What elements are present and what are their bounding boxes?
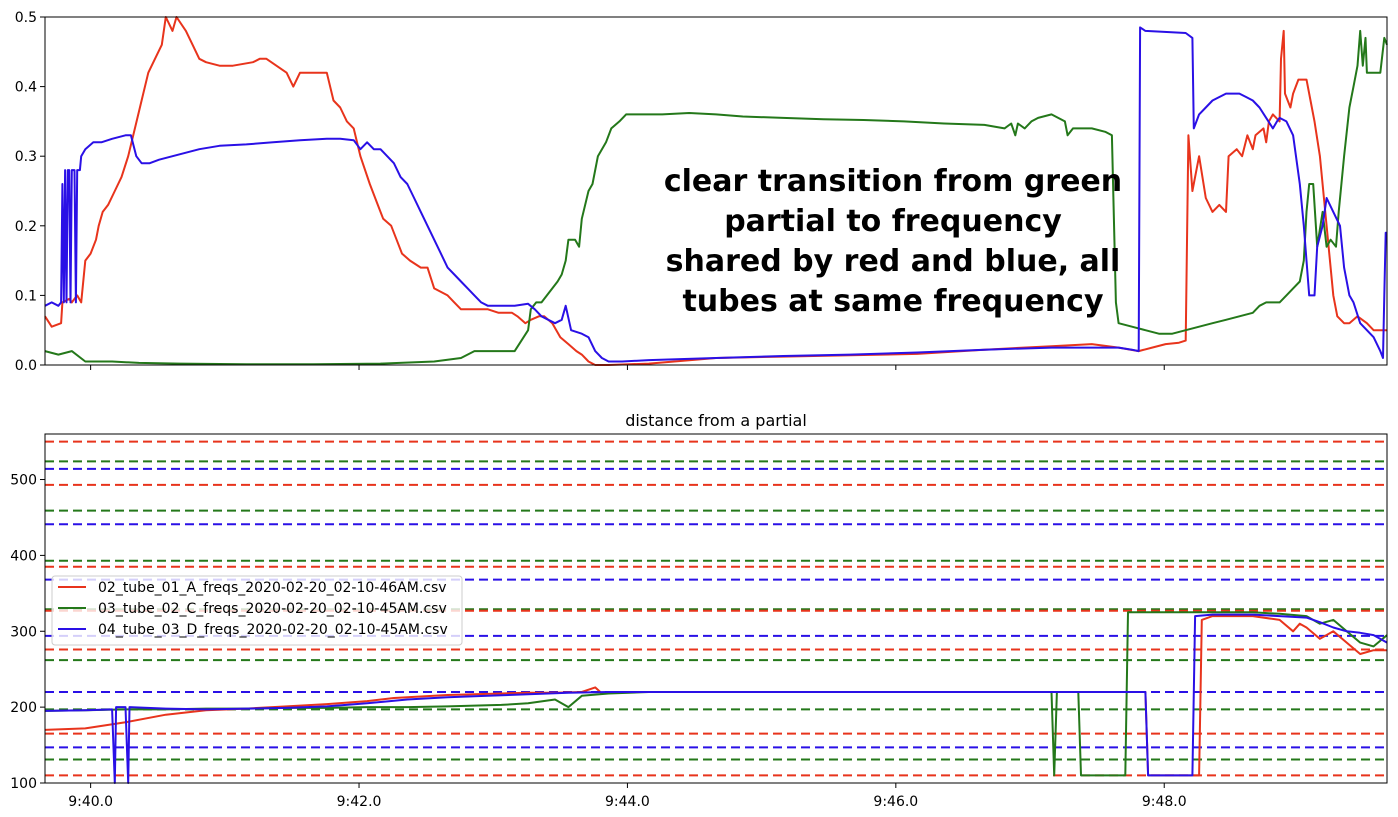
legend-label: 02_tube_01_A_freqs_2020-02-20_02-10-46AM… — [98, 580, 447, 596]
bottom-x-tick-label: 9:48.0 — [1142, 794, 1187, 810]
bottom-y-tick-label: 500 — [10, 473, 37, 489]
top-y-tick-label: 0.1 — [15, 288, 37, 304]
top-y-tick-label: 0.3 — [15, 149, 37, 165]
bottom-y-tick-label: 300 — [10, 624, 37, 640]
bottom-x-tick-label: 9:42.0 — [337, 794, 382, 810]
bottom-y-tick-label: 400 — [10, 548, 37, 564]
bottom-plot-title: distance from a partial — [625, 411, 807, 430]
bottom-x-tick-label: 9:40.0 — [68, 794, 113, 810]
top-plot-frame — [44, 16, 1388, 366]
top-series-blue — [44, 26, 1387, 363]
top-plot-background — [45, 17, 1387, 365]
bottom-x-tick-label: 9:44.0 — [605, 794, 650, 810]
annotation-text: clear transition from green partial to fr… — [664, 164, 1122, 319]
top-y-tick-label: 0.5 — [15, 10, 37, 26]
legend: 02_tube_01_A_freqs_2020-02-20_02-10-46AM… — [51, 575, 463, 646]
top-y-tick-label: 0.0 — [15, 358, 37, 374]
annotation-line: tubes at same frequency — [682, 284, 1104, 319]
bottom-x-tick-label: 9:46.0 — [873, 794, 918, 810]
top-plot-panel: 0.0 0.1 0.2 0.3 0.4 0.5 clear transition from… — [15, 10, 1388, 374]
bottom-plot-panel: distance from a partial 100200300400500 … — [10, 411, 1388, 810]
top-y-tick-label: 0.2 — [15, 219, 37, 235]
annotation-line: shared by red and blue, all — [666, 244, 1121, 279]
legend-box — [51, 575, 463, 646]
legend-label: 03_tube_02_C_freqs_2020-02-20_02-10-45AM… — [98, 601, 447, 617]
annotation-line: clear transition from green — [664, 164, 1122, 199]
top-y-tick-label: 0.4 — [15, 80, 37, 96]
bottom-plot-frame — [44, 433, 1388, 784]
bottom-series-blue — [44, 613, 1388, 784]
annotation-line: partial to frequency — [724, 204, 1062, 239]
top-series-red — [44, 16, 1387, 366]
bottom-y-tick-label: 200 — [10, 700, 37, 716]
legend-label: 04_tube_03_D_freqs_2020-02-20_02-10-45AM… — [98, 622, 448, 638]
bottom-y-tick-label: 100 — [10, 776, 37, 792]
top-series-green — [44, 29, 1388, 366]
